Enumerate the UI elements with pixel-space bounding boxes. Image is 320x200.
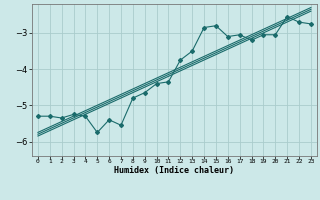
X-axis label: Humidex (Indice chaleur): Humidex (Indice chaleur) <box>115 166 234 175</box>
